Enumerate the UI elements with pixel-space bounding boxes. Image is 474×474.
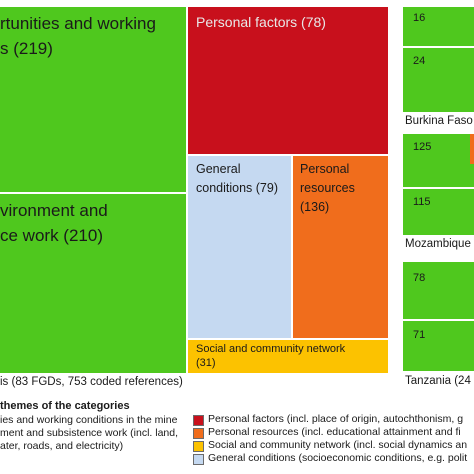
tile-separator <box>291 155 293 339</box>
country-tile <box>403 134 474 188</box>
tile-label-personal-resources: Personal resources (136) <box>300 162 355 214</box>
country-value: 71 <box>413 329 426 341</box>
country-caption: Tanzania (24 <box>405 375 471 387</box>
country-tile <box>403 48 474 112</box>
tile-environment <box>0 193 187 373</box>
country-tile <box>470 134 474 164</box>
country-value: 125 <box>413 141 432 153</box>
legend-title: themes of the categories <box>0 400 130 412</box>
legend-item-right: Social and community network (incl. soci… <box>208 439 468 451</box>
legend-swatch-personal-resources <box>193 428 204 439</box>
tile-opportunities <box>0 7 187 193</box>
country-tile <box>403 189 474 235</box>
legend-item-right: Personal factors (incl. place of origin,… <box>208 413 464 425</box>
tile-label-personal-factors: Personal factors (78) <box>196 14 326 30</box>
legend-item-left: ies and working conditions in the mine <box>0 414 178 426</box>
legend-item-left: ment and subsistence work (incl. land, <box>0 427 179 439</box>
tile-personal-resources <box>292 155 388 339</box>
legend-item-right: General conditions (socioeconomic condit… <box>208 452 468 464</box>
country-value: 24 <box>413 55 426 67</box>
tile-separator <box>0 192 187 194</box>
tile-label-social-network: Social and community network (31) <box>196 343 346 369</box>
main-panel-caption: is (83 FGDs, 753 coded references) <box>0 376 183 388</box>
country-tile <box>403 262 474 320</box>
tile-general-conditions <box>187 155 292 339</box>
tile-label-opportunities: rtunities and working s (219) <box>0 14 156 58</box>
tile-separator <box>403 319 474 321</box>
legend-swatch-general-conditions <box>193 454 204 465</box>
legend-swatch-social-network <box>193 441 204 452</box>
country-tile <box>403 7 474 47</box>
country-value: 78 <box>413 272 426 284</box>
legend-item-right: Personal resources (incl. educational at… <box>208 426 461 438</box>
tile-separator <box>403 187 474 189</box>
tile-separator <box>187 154 388 156</box>
tile-personal-factors <box>187 7 388 155</box>
legend-swatch-personal-factors <box>193 415 204 426</box>
country-value: 16 <box>413 12 426 24</box>
tile-separator <box>403 46 474 48</box>
country-caption: Burkina Faso <box>405 115 473 127</box>
tile-separator <box>186 7 188 373</box>
country-value: 115 <box>413 196 431 208</box>
country-tile <box>403 321 474 371</box>
tile-label-environment: vironment and ce work (210) <box>0 201 108 245</box>
tile-social-network <box>187 339 388 373</box>
tile-separator <box>187 338 388 340</box>
tile-label-general-conditions: General conditions (79) <box>196 162 278 195</box>
country-caption: Mozambique <box>405 238 471 250</box>
legend-item-left: ater, roads, and electricity) <box>0 440 124 452</box>
